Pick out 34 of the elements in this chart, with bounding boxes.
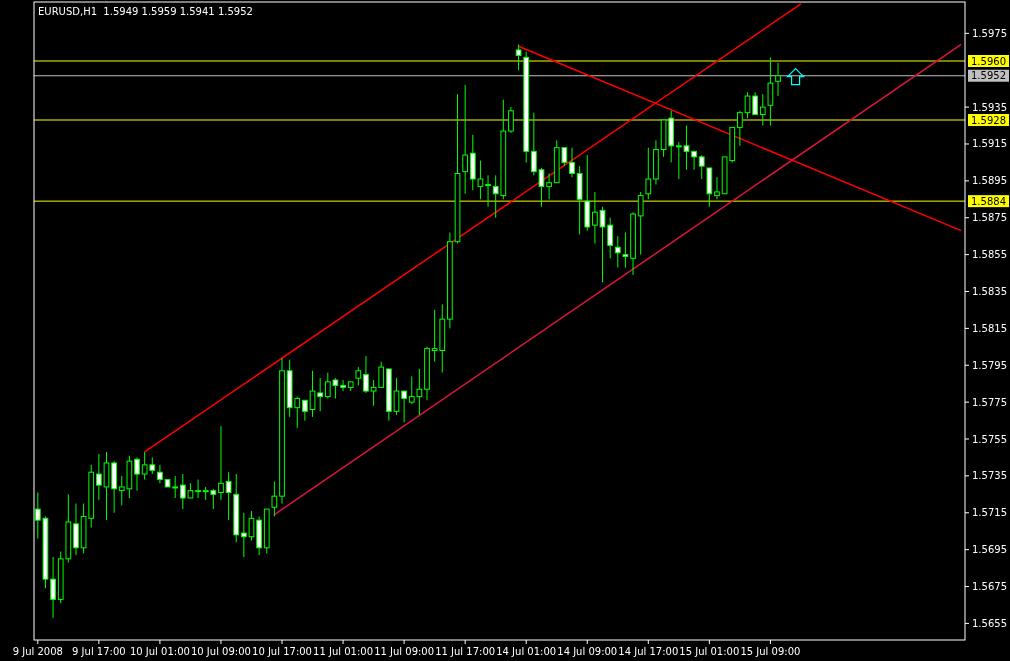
x-tick-label: 15 Jul 09:00	[740, 646, 801, 657]
y-tick-label: 1.5815	[972, 322, 1007, 334]
x-tick-label: 11 Jul 09:00	[374, 646, 435, 657]
ref-line-label: 1.5884	[971, 195, 1006, 207]
x-tick-label: 10 Jul 01:00	[129, 646, 190, 657]
y-tick-label: 1.5775	[972, 396, 1007, 408]
ref-line-label: 1.5952	[971, 70, 1006, 82]
x-tick-label: 10 Jul 17:00	[252, 646, 312, 657]
y-tick-label: 1.5855	[972, 249, 1007, 261]
y-tick-label: 1.5735	[972, 470, 1007, 482]
x-tick-label: 14 Jul 01:00	[496, 646, 557, 657]
y-tick-label: 1.5715	[972, 507, 1007, 519]
y-tick-label: 1.5695	[972, 544, 1007, 556]
y-tick-label: 1.5755	[972, 433, 1007, 445]
x-tick-label: 11 Jul 01:00	[313, 646, 374, 657]
x-tick-label: 10 Jul 09:00	[190, 646, 251, 657]
y-tick-label: 1.5655	[972, 617, 1007, 629]
x-tick-label: 9 Jul 17:00	[72, 646, 126, 657]
x-tick-label: 11 Jul 17:00	[435, 646, 496, 657]
y-tick-label: 1.5895	[972, 175, 1007, 187]
x-tick-label: 15 Jul 01:00	[679, 646, 740, 657]
y-tick-label: 1.5675	[972, 581, 1007, 593]
y-tick-label: 1.5915	[972, 138, 1007, 150]
y-tick-label: 1.5975	[972, 27, 1007, 39]
x-tick-label: 14 Jul 09:00	[557, 646, 618, 657]
y-tick-label: 1.5835	[972, 286, 1007, 297]
chart-title: EURUSD,H1 1.5949 1.5959 1.5941 1.5952	[38, 6, 253, 17]
y-tick-label: 1.5935	[972, 101, 1007, 113]
y-tick-label: 1.5875	[972, 212, 1007, 224]
ref-line-label: 1.5928	[971, 114, 1006, 126]
x-tick-label: 9 Jul 2008	[12, 646, 63, 657]
ref-line-label: 1.5960	[971, 55, 1006, 67]
y-tick-label: 1.5795	[972, 359, 1007, 371]
x-tick-label: 14 Jul 17:00	[618, 646, 679, 657]
